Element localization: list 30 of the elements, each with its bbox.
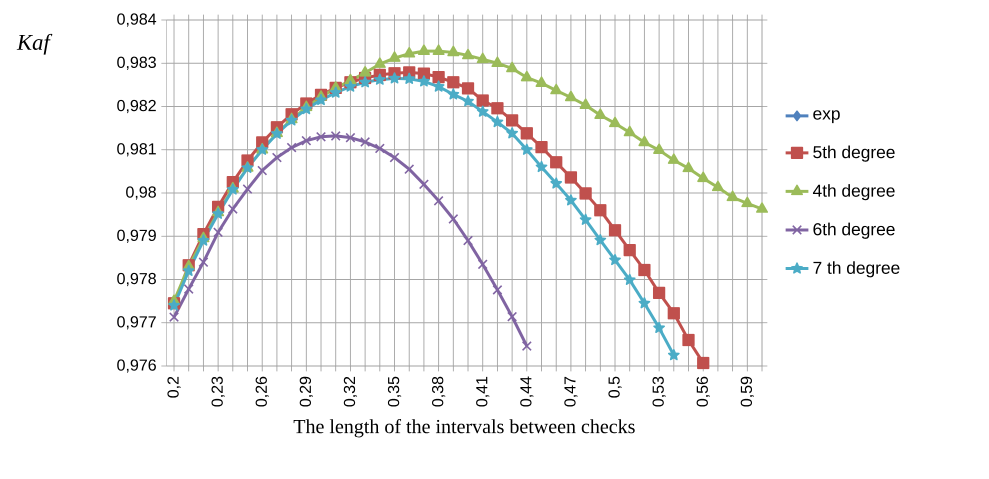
y-tick-label: 0,977 xyxy=(117,316,156,330)
x-tick-label: 0,29 xyxy=(300,376,313,407)
x-tick-label: 0,35 xyxy=(388,376,402,407)
x-tick-label: 0,38 xyxy=(432,376,446,407)
y-tick-label: 0,981 xyxy=(117,143,156,156)
y-tick-label: 0,984 xyxy=(117,13,156,27)
legend-label: 6th degree xyxy=(813,222,895,239)
x-tick-label: 0,47 xyxy=(564,376,578,407)
x-tick-label: 0,5 xyxy=(608,376,622,398)
y-tick-label: 0,978 xyxy=(117,272,156,286)
y-axis-title: Kaf xyxy=(16,34,52,55)
x-axis-title: The length of the intervals between checks xyxy=(294,419,635,438)
y-tick-label: 0,979 xyxy=(117,230,156,243)
y-tick-label: 0,983 xyxy=(117,56,156,70)
legend-label: 5th degree xyxy=(813,146,895,162)
x-tick-label: 0,32 xyxy=(344,376,358,407)
y-tick-label: 0,976 xyxy=(117,359,156,373)
x-tick-label: 0,2 xyxy=(167,376,181,398)
x-tick-label: 0,23 xyxy=(212,376,225,407)
x-tick-label: 0,26 xyxy=(256,376,269,407)
y-tick-label: 0,982 xyxy=(117,100,156,114)
legend-label: 4th degree xyxy=(812,184,895,200)
x-tick-label: 0,53 xyxy=(652,376,666,407)
x-tick-label: 0,59 xyxy=(740,376,754,407)
y-tick-label: 0,98 xyxy=(126,186,156,200)
x-tick-label: 0,41 xyxy=(476,376,490,407)
x-tick-label: 0,44 xyxy=(520,376,534,407)
legend-label: 7 th degree xyxy=(813,261,900,278)
x-tick-label: 0,56 xyxy=(696,376,710,407)
legend-label: exp xyxy=(813,110,840,124)
